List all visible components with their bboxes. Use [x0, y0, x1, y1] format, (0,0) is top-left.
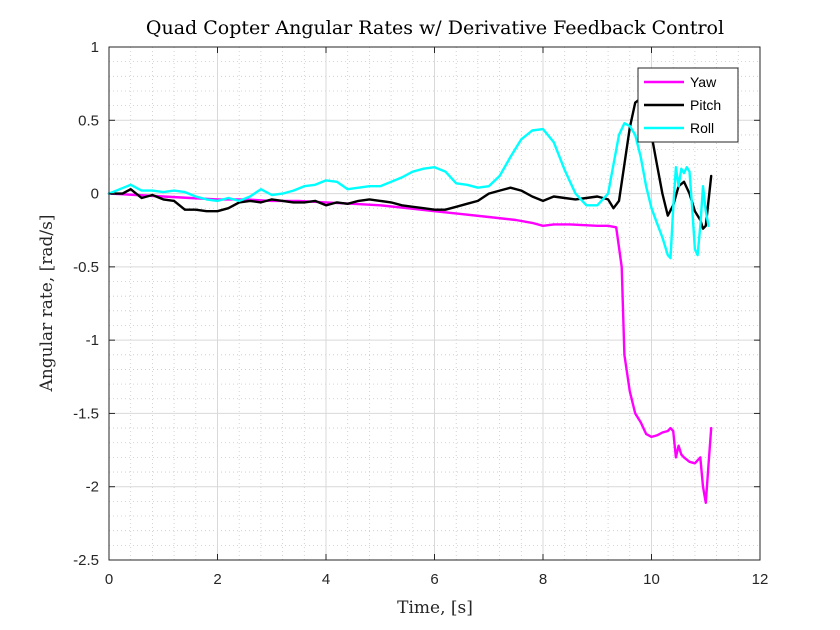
- y-tick-labels: -2.5 -2 -1.5 -1 -0.5 0 0.5 1: [73, 39, 99, 569]
- x-tick-labels: 0 2 4 6 8 10 12: [105, 571, 769, 588]
- y-tick-label: -2: [86, 479, 99, 496]
- x-tick-label: 6: [430, 571, 438, 588]
- x-tick-label: 10: [643, 571, 660, 588]
- y-tick-label: 1: [91, 39, 99, 56]
- x-tick-label: 2: [213, 571, 221, 588]
- legend-label-yaw: Yaw: [690, 74, 717, 90]
- series-line-roll: [107, 121, 710, 260]
- y-tick-label: 0: [91, 186, 99, 203]
- x-tick-label: 0: [105, 571, 113, 588]
- tick-marks: [108, 46, 761, 561]
- legend-label-roll: Roll: [690, 120, 714, 136]
- x-axis-label: Time, [s]: [397, 598, 473, 618]
- x-tick-label: 4: [322, 571, 330, 588]
- x-tick-label: 8: [539, 571, 547, 588]
- series-layer: [107, 97, 713, 504]
- y-tick-label: -2.5: [73, 552, 99, 569]
- x-tick-label: 12: [752, 571, 769, 588]
- y-axis-label: Angular rate, [rad/s]: [37, 215, 57, 393]
- y-tick-label: 0.5: [78, 112, 99, 129]
- chart-title: Quad Copter Angular Rates w/ Derivative …: [146, 17, 724, 39]
- legend-label-pitch: Pitch: [690, 97, 721, 113]
- series-line-pitch: [107, 97, 713, 230]
- y-tick-label: -1: [86, 332, 99, 349]
- y-tick-label: -1.5: [73, 405, 99, 422]
- legend: Yaw Pitch Roll: [637, 67, 739, 143]
- y-tick-label: -0.5: [73, 259, 99, 276]
